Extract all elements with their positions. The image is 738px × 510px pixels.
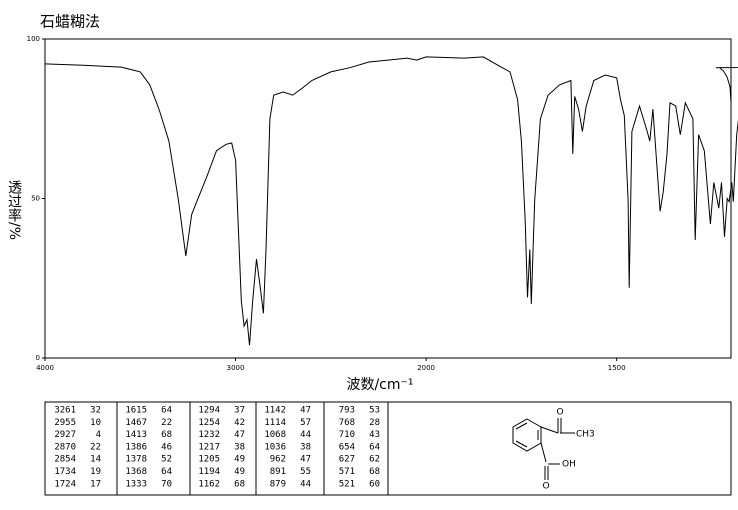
peak-wavenumber: 1294	[198, 406, 220, 416]
atom-label: CH3	[576, 430, 595, 440]
peak-wavenumber: 1413	[125, 430, 147, 440]
peak-wavenumber: 1232	[198, 430, 220, 440]
peak-wavenumber: 962	[270, 455, 286, 465]
peak-transmittance: 22	[90, 442, 101, 452]
peak-transmittance: 38	[300, 442, 311, 452]
peak-transmittance: 17	[90, 479, 101, 489]
peak-transmittance: 10	[90, 418, 101, 428]
peak-transmittance: 47	[300, 455, 311, 465]
y-tick-label: 50	[31, 195, 40, 203]
chart-title: 石蜡糊法	[40, 13, 100, 31]
peak-wavenumber: 1205	[198, 455, 220, 465]
peak-transmittance: 64	[161, 467, 172, 477]
peak-transmittance: 70	[161, 479, 172, 489]
peak-wavenumber: 710	[339, 430, 355, 440]
peak-transmittance: 68	[161, 430, 172, 440]
peak-transmittance: 32	[90, 406, 101, 416]
peak-wavenumber: 1333	[125, 479, 147, 489]
peak-wavenumber: 768	[339, 418, 355, 428]
peak-wavenumber: 627	[339, 455, 355, 465]
peak-wavenumber: 1068	[264, 430, 286, 440]
peak-transmittance: 37	[234, 406, 245, 416]
peak-wavenumber: 1734	[54, 467, 76, 477]
peak-wavenumber: 1724	[54, 479, 76, 489]
peak-wavenumber: 1378	[125, 455, 147, 465]
y-axis-label: 透过率/%	[6, 180, 22, 240]
y-tick-label: 100	[27, 35, 40, 43]
peak-transmittance: 49	[234, 455, 245, 465]
peak-wavenumber: 1142	[264, 406, 286, 416]
peak-wavenumber: 521	[339, 479, 355, 489]
peak-transmittance: 38	[234, 442, 245, 452]
peak-wavenumber: 2870	[54, 442, 76, 452]
peak-transmittance: 44	[300, 430, 311, 440]
peak-wavenumber: 1615	[125, 406, 147, 416]
peak-wavenumber: 1467	[125, 418, 147, 428]
peak-wavenumber: 2927	[54, 430, 76, 440]
peak-transmittance: 62	[369, 455, 380, 465]
x-tick-label: 1500	[608, 364, 626, 372]
peak-wavenumber: 3261	[54, 406, 76, 416]
atom-label: O	[556, 408, 563, 418]
structure-bonds	[512, 418, 575, 480]
peak-transmittance: 42	[234, 418, 245, 428]
peak-transmittance: 22	[161, 418, 172, 428]
peak-transmittance: 64	[369, 442, 380, 452]
peak-transmittance: 57	[300, 418, 311, 428]
peak-wavenumber: 654	[339, 442, 355, 452]
peak-transmittance: 68	[369, 467, 380, 477]
peak-transmittance: 64	[161, 406, 172, 416]
peak-transmittance: 68	[234, 479, 245, 489]
peak-wavenumber: 1217	[198, 442, 220, 452]
spectrum-line	[44, 56, 738, 346]
peak-wavenumber: 879	[270, 479, 286, 489]
peak-transmittance: 43	[369, 430, 380, 440]
x-tick-label: 4000	[36, 364, 54, 372]
peak-wavenumber: 2854	[54, 455, 76, 465]
peak-wavenumber: 891	[270, 467, 286, 477]
x-tick-label: 3000	[227, 364, 245, 372]
x-axis-label: 波数/cm⁻¹	[346, 377, 413, 393]
peak-transmittance: 60	[369, 479, 380, 489]
peak-wavenumber: 571	[339, 467, 355, 477]
peak-wavenumber: 1194	[198, 467, 220, 477]
peak-transmittance: 44	[300, 479, 311, 489]
peak-wavenumber: 1386	[125, 442, 147, 452]
peak-wavenumber: 1036	[264, 442, 286, 452]
peak-transmittance: 4	[96, 430, 101, 440]
peak-wavenumber: 1162	[198, 479, 220, 489]
peak-transmittance: 53	[369, 406, 380, 416]
peak-wavenumber: 2955	[54, 418, 76, 428]
peak-transmittance: 14	[90, 455, 101, 465]
atom-label: OH	[562, 460, 576, 470]
y-tick-label: 0	[36, 354, 40, 362]
peak-transmittance: 19	[90, 467, 101, 477]
peak-transmittance: 28	[369, 418, 380, 428]
peak-wavenumber: 1368	[125, 467, 147, 477]
atom-label: O	[542, 482, 549, 492]
table-dividers	[116, 402, 389, 495]
peak-transmittance: 47	[234, 430, 245, 440]
peak-transmittance: 49	[234, 467, 245, 477]
peak-transmittance: 55	[300, 467, 311, 477]
peak-wavenumber: 1254	[198, 418, 220, 428]
peak-wavenumber: 793	[339, 406, 355, 416]
peak-transmittance: 52	[161, 455, 172, 465]
peak-transmittance: 46	[161, 442, 172, 452]
peak-wavenumber: 1114	[264, 418, 286, 428]
x-tick-label: 2000	[417, 364, 435, 372]
peak-transmittance: 47	[300, 406, 311, 416]
